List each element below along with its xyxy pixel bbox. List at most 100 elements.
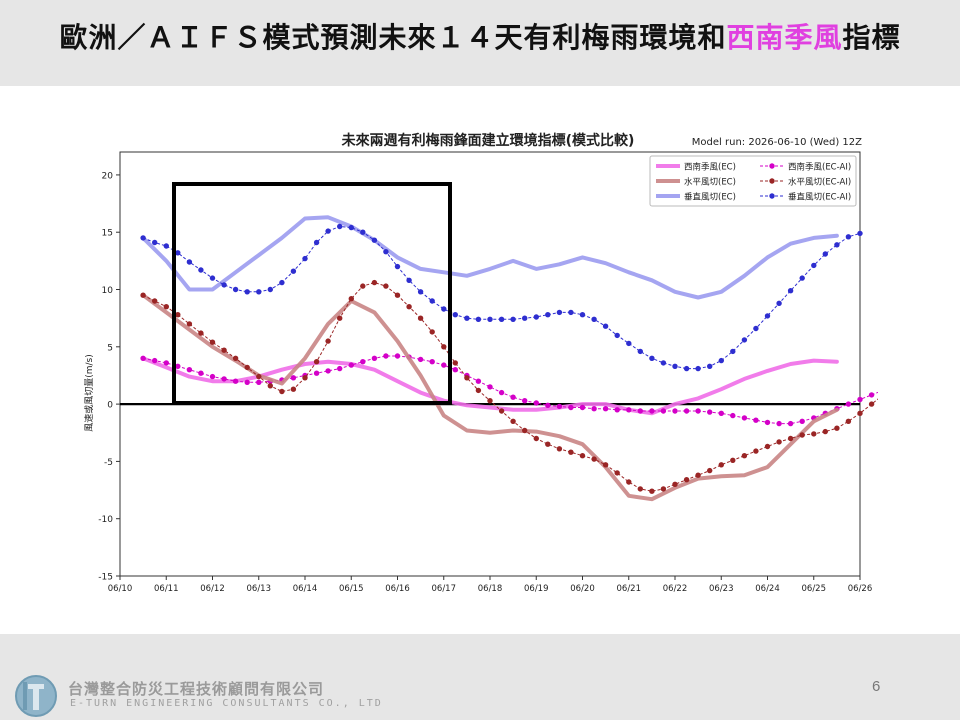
- data-point-vs_ai: [360, 229, 366, 235]
- data-point-sw_ai: [799, 418, 805, 424]
- data-point-hs_ai: [568, 449, 574, 455]
- data-point-sw_ai: [845, 401, 852, 407]
- data-point-hs_ai: [545, 441, 551, 447]
- data-point-hs_ai: [441, 344, 447, 350]
- data-point-vs_ai: [394, 263, 401, 270]
- data-point-vs_ai: [464, 315, 470, 321]
- data-point-hs_ai: [591, 456, 597, 462]
- plot-frame: [119, 151, 861, 577]
- company-logo-icon: [15, 675, 57, 717]
- slide-title-main: 歐洲／ＡＩＦＳ模式預測未來１４天有利梅雨環境和: [59, 21, 727, 54]
- data-point-vs_ai: [672, 363, 678, 369]
- data-point-sw_ai: [360, 359, 366, 365]
- y-tick-label: -15: [98, 573, 113, 583]
- data-point-sw_ai: [186, 367, 193, 373]
- data-point-vs_ai: [683, 365, 690, 372]
- legend-label-sw_ai: 西南季風(EC-AI): [788, 162, 851, 173]
- data-point-vs_ai: [417, 289, 424, 295]
- series-layer: [140, 215, 960, 502]
- legend-marker-hs_ai: [769, 178, 775, 184]
- data-point-vs_ai: [371, 237, 378, 243]
- data-point-hs_ai: [267, 383, 273, 389]
- data-point-hs_ai: [683, 477, 690, 483]
- data-point-sw_ai: [533, 400, 539, 406]
- footer: 台灣整合防災工程技術顧問有限公司 E-TURN ENGINEERING CONS…: [0, 634, 960, 720]
- data-point-sw_ai: [730, 412, 736, 419]
- data-point-vs_ai: [695, 365, 701, 372]
- data-point-hs_ai: [163, 304, 169, 310]
- data-point-sw_ai: [337, 365, 343, 372]
- y-tick-label: 15: [102, 229, 113, 239]
- data-point-sw_ai: [383, 353, 389, 359]
- data-point-sw_ai: [649, 408, 655, 414]
- data-point-hs_ai: [337, 315, 343, 321]
- data-point-sw_ai: [510, 394, 516, 400]
- data-point-sw_ai: [452, 367, 458, 373]
- data-point-sw_ai: [441, 362, 447, 368]
- data-point-hs_ai: [845, 418, 852, 424]
- slide-title: 歐洲／ＡＩＦＳ模式預測未來１４天有利梅雨環境和西南季風指標: [0, 16, 960, 56]
- series-line-vs_ai: [142, 225, 861, 370]
- data-point-hs_ai: [360, 283, 366, 289]
- data-point-sw_ai: [556, 403, 563, 410]
- legend-label-vs_ec: 垂直風切(EC): [684, 192, 736, 203]
- data-point-vs_ai: [198, 267, 204, 273]
- data-point-vs_ai: [533, 314, 539, 320]
- data-point-vs_ai: [279, 279, 285, 286]
- data-point-vs_ai: [811, 262, 817, 269]
- y-tick-label: -5: [104, 458, 113, 468]
- data-point-sw_ai: [545, 402, 551, 408]
- data-point-hs_ai: [753, 448, 759, 454]
- data-point-sw_ai: [718, 410, 724, 416]
- data-point-hs_ai: [394, 292, 401, 298]
- data-point-hs_ai: [776, 439, 782, 445]
- data-point-vs_ai: [290, 268, 297, 274]
- x-tick-label: 06/15: [339, 584, 364, 594]
- data-point-vs_ai: [857, 230, 863, 237]
- data-point-hs_ai: [498, 408, 505, 414]
- data-point-hs_ai: [383, 283, 389, 289]
- data-point-hs_ai: [313, 359, 320, 365]
- data-point-hs_ai: [834, 425, 840, 431]
- y-tick-label: 5: [107, 343, 113, 353]
- data-point-vs_ai: [256, 289, 262, 295]
- series-line-vs_ec: [141, 215, 839, 300]
- data-point-hs_ai: [799, 432, 805, 438]
- data-point-vs_ai: [602, 323, 609, 329]
- data-point-hs_ai: [302, 375, 308, 381]
- data-point-vs_ai: [429, 298, 435, 304]
- data-point-hs_ai: [649, 488, 655, 494]
- data-point-sw_ai: [695, 408, 701, 414]
- legend-label-hs_ai: 水平風切(EC-AI): [788, 177, 851, 188]
- data-point-vs_ai: [348, 224, 354, 231]
- data-point-hs_ai: [811, 431, 817, 437]
- y-tick-label: 0: [107, 401, 113, 411]
- slide-title-highlight: 西南季風: [726, 21, 843, 54]
- legend-label-vs_ai: 垂直風切(EC-AI): [788, 192, 851, 203]
- data-point-vs_ai: [232, 286, 239, 293]
- data-point-vs_ai: [545, 312, 551, 318]
- data-point-sw_ai: [487, 384, 493, 390]
- data-point-hs_ai: [741, 453, 748, 459]
- legend: 西南季風(EC) 西南季風(EC-AI) 水平風切(EC) 水平風切(EC-AI) 垂直…: [649, 155, 857, 207]
- data-point-sw_ai: [290, 375, 297, 381]
- slide-title-tail: 指標: [842, 21, 901, 54]
- data-point-hs_ai: [672, 481, 678, 487]
- x-tick-label: 06/10: [108, 584, 133, 594]
- data-point-vs_ai: [579, 312, 586, 318]
- data-point-hs_ai: [602, 462, 609, 468]
- x-tick-label: 06/24: [755, 584, 780, 594]
- legend-box: [649, 155, 857, 207]
- x-tick-label: 06/16: [385, 584, 410, 594]
- data-point-vs_ai: [764, 313, 771, 319]
- x-tick-label: 06/25: [802, 584, 827, 594]
- data-point-vs_ai: [776, 300, 782, 306]
- data-point-hs_ai: [660, 486, 667, 492]
- data-point-sw_ai: [209, 373, 216, 380]
- data-point-hs_ai: [579, 453, 586, 459]
- data-point-vs_ai: [787, 288, 794, 294]
- data-point-hs_ai: [232, 355, 239, 361]
- x-tick-label: 06/23: [709, 584, 734, 594]
- legend-label-sw_ec: 西南季風(EC): [684, 162, 736, 173]
- y-tick-label: 20: [102, 171, 114, 181]
